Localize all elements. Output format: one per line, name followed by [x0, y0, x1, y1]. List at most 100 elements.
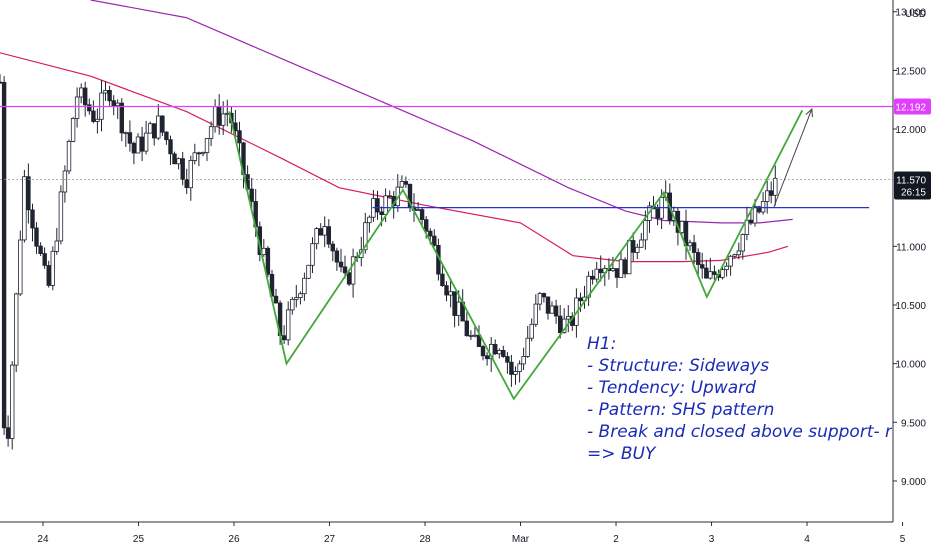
candle-up: [306, 264, 311, 279]
candle-up: [363, 222, 368, 251]
candle-up: [156, 115, 161, 139]
candle-down: [541, 293, 547, 298]
candle-down: [655, 208, 660, 219]
candle-down: [0, 81, 3, 84]
candle-down: [403, 181, 409, 185]
candle-up: [456, 301, 461, 316]
candle-up: [708, 271, 713, 279]
candle-down: [151, 123, 157, 139]
candle-down: [334, 250, 340, 263]
price-label-text: 12.192: [895, 103, 926, 114]
candle-up: [350, 256, 356, 285]
candle-down: [452, 291, 457, 316]
note-line: - Break and closed above support- neckli…: [587, 422, 892, 442]
candle-up: [740, 234, 745, 252]
candle-down: [127, 132, 133, 144]
candle-down: [216, 106, 222, 126]
candle-up: [62, 170, 68, 193]
candle-down: [590, 275, 595, 280]
x-tick-label: 26: [228, 534, 240, 545]
candle-up: [383, 195, 388, 216]
candle-up: [95, 118, 100, 122]
candle-up: [513, 371, 518, 375]
ma-violet-line: [90, 0, 793, 224]
candle-down: [326, 226, 331, 245]
candle-down: [184, 178, 189, 188]
candle-up: [135, 136, 141, 154]
y-tick-label: 10.500: [895, 301, 926, 312]
candle-up: [724, 265, 729, 271]
candle-down: [107, 90, 112, 102]
x-tick-label: 24: [37, 534, 49, 545]
candle-up: [529, 323, 534, 339]
x-tick-label: 28: [419, 534, 431, 545]
y-tick-label: 9.500: [901, 418, 926, 429]
time-axis-panel: [0, 522, 932, 550]
candle-up: [18, 239, 23, 295]
candle-down: [419, 209, 425, 221]
candle-down: [756, 206, 762, 213]
candle-up: [22, 176, 27, 241]
candle-up: [115, 102, 120, 106]
candle-up: [54, 240, 59, 252]
candle-down: [346, 272, 352, 285]
candle-up: [732, 254, 737, 257]
candle-up: [176, 158, 181, 165]
candle-down: [440, 273, 445, 287]
candle-down: [249, 188, 254, 202]
candle-up: [736, 250, 741, 256]
candle-down: [172, 153, 177, 165]
currency-label: USD: [905, 9, 926, 20]
candle-down: [168, 139, 173, 155]
candle-up: [314, 228, 319, 245]
candle-down: [111, 100, 116, 106]
note-line: => BUY: [587, 444, 656, 464]
candle-up: [399, 181, 405, 188]
candle-down: [476, 334, 482, 348]
candle-up: [192, 152, 197, 161]
candle-up: [220, 113, 226, 126]
candle-down: [237, 130, 242, 144]
x-tick-label: 2: [613, 534, 619, 545]
candle-down: [42, 253, 47, 266]
candle-down: [273, 295, 279, 304]
shs-pattern-line: [228, 109, 804, 401]
candle-up: [760, 200, 766, 213]
candle-up: [298, 293, 303, 299]
candle-up: [310, 243, 315, 266]
analysis-note: H1: - Structure: Sideways - Tendency: Up…: [587, 333, 892, 468]
candle-up: [123, 132, 128, 135]
candle-down: [318, 228, 323, 236]
candle-down: [91, 110, 96, 122]
candle-up: [74, 96, 80, 119]
price-axis-panel: [893, 0, 932, 550]
candle-down: [578, 297, 583, 302]
candle-up: [497, 349, 502, 355]
candle-down: [614, 268, 620, 278]
candle-up: [610, 268, 616, 272]
candle-up: [618, 259, 624, 278]
y-tick-label: 10.000: [895, 360, 926, 371]
countdown-label: 26:15: [901, 187, 926, 198]
candle-down: [26, 176, 31, 211]
candle-up: [79, 87, 84, 98]
candle-down: [119, 102, 124, 134]
horizontal-lines: [0, 105, 893, 209]
candle-up: [212, 106, 218, 128]
x-tick-label: 3: [709, 534, 715, 545]
y-tick-label: 13.000: [895, 8, 926, 19]
candle-down: [180, 158, 185, 180]
candle-up: [639, 239, 644, 248]
candle-up: [521, 355, 526, 365]
candle-up: [147, 123, 153, 134]
price-label-text: 11.570: [896, 175, 926, 186]
candle-up: [594, 268, 599, 280]
candle-up: [720, 269, 725, 278]
candle-up: [188, 160, 193, 189]
candle-up: [50, 250, 55, 286]
candle-up: [448, 291, 453, 296]
candle-up: [537, 293, 543, 305]
